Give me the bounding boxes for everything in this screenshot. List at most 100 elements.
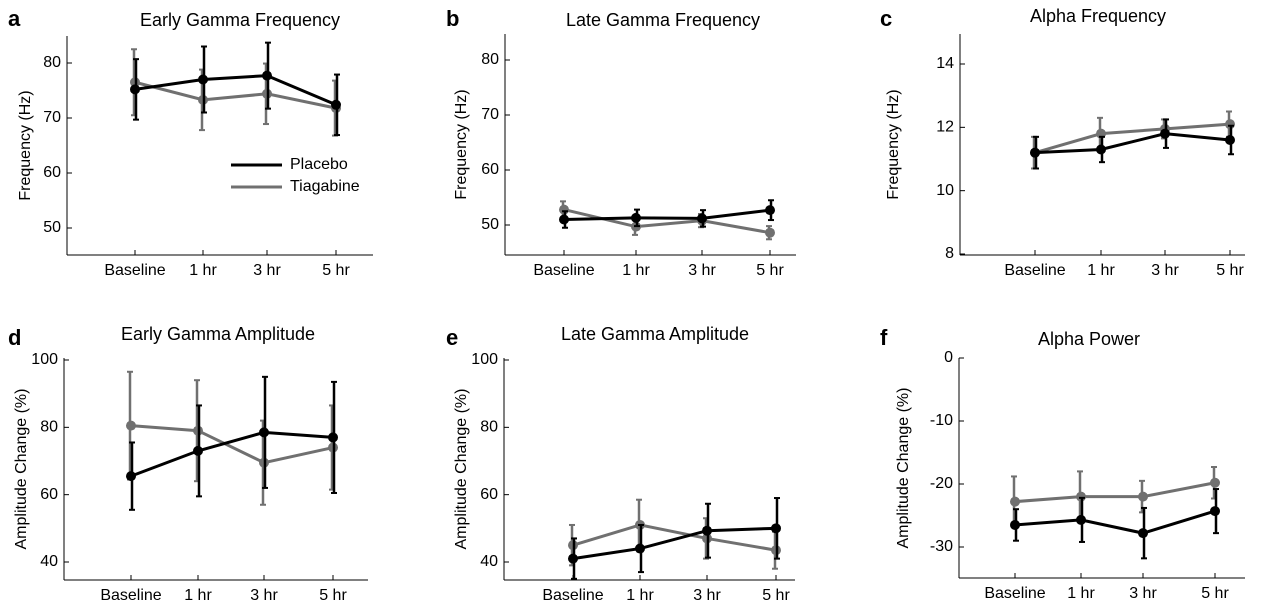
series-tiagabine <box>1030 110 1235 170</box>
data-point <box>1210 477 1220 488</box>
data-point <box>193 445 203 456</box>
x-tick-label: Baseline <box>533 262 594 279</box>
data-point <box>635 543 645 554</box>
x-tick-label: Baseline <box>542 587 603 604</box>
chart-title: Late Gamma Amplitude <box>561 324 749 344</box>
y-axis-label: Frequency (Hz) <box>17 90 34 200</box>
data-point <box>262 70 272 81</box>
y-tick-label: 80 <box>481 51 499 68</box>
x-tick-label: 5 hr <box>1216 262 1244 279</box>
x-tick-label: Baseline <box>984 585 1045 602</box>
x-tick-label: 3 hr <box>688 262 716 279</box>
chart-title: Alpha Frequency <box>1030 6 1166 26</box>
x-tick-label: 3 hr <box>693 587 721 604</box>
y-tick-label: 100 <box>471 351 498 368</box>
y-tick-label: 70 <box>481 106 499 123</box>
series-placebo <box>568 497 781 580</box>
x-tick-label: 3 hr <box>1129 585 1157 602</box>
x-tick-label: 5 hr <box>319 587 347 604</box>
data-point <box>1138 528 1148 539</box>
data-point <box>126 471 136 482</box>
y-tick-label: 70 <box>43 109 61 126</box>
data-point <box>259 427 269 438</box>
y-axis-label: Amplitude Change (%) <box>13 389 30 550</box>
data-point <box>126 420 136 431</box>
panel-letter: b <box>446 6 459 31</box>
y-tick-label: -10 <box>930 412 953 429</box>
data-point <box>697 213 707 224</box>
series-line <box>1014 481 1216 504</box>
y-tick-label: 40 <box>40 553 58 570</box>
x-tick-label: 1 hr <box>622 262 650 279</box>
data-point <box>1076 514 1086 525</box>
data-point <box>328 432 338 443</box>
legend-label: Tiagabine <box>290 178 360 195</box>
panel-e: e Late Gamma Amplitude Amplitude Change (%… <box>446 324 795 604</box>
data-point <box>130 84 140 95</box>
chart-title: Alpha Power <box>1038 329 1140 349</box>
series-line <box>563 208 771 221</box>
data-point <box>1210 506 1220 517</box>
y-axis-label: Amplitude Change (%) <box>453 389 470 550</box>
y-tick-label: 14 <box>936 55 954 72</box>
y-axis-label: Amplitude Change (%) <box>895 388 912 549</box>
y-tick-label: 40 <box>480 553 498 570</box>
y-tick-label: 0 <box>944 349 953 366</box>
data-point <box>765 227 775 238</box>
data-point <box>1160 128 1170 139</box>
series-placebo <box>130 41 341 137</box>
x-tick-label: 1 hr <box>1067 585 1095 602</box>
data-point <box>702 525 712 536</box>
panel-b: b Late Gamma Frequency Frequency (Hz) 80 70 6… <box>446 6 796 279</box>
data-point <box>771 523 781 534</box>
y-axis-label: Frequency (Hz) <box>453 89 470 199</box>
panel-letter: d <box>8 325 21 350</box>
y-axis-label: Frequency (Hz) <box>885 89 902 199</box>
data-point <box>1010 519 1020 530</box>
x-tick-label: 1 hr <box>184 587 212 604</box>
chart-title: Early Gamma Frequency <box>140 10 340 30</box>
x-tick-label: 1 hr <box>626 587 654 604</box>
series-line <box>572 523 777 552</box>
y-tick-label: 80 <box>480 419 498 436</box>
panel-c: c Alpha Frequency Frequency (Hz) 14 12 10 8 Bas… <box>880 6 1245 279</box>
legend: Placebo Tiagabine <box>231 156 360 195</box>
series-line <box>130 424 334 465</box>
panel-letter: a <box>8 6 21 31</box>
panel-letter: f <box>880 325 888 350</box>
x-tick-label: 5 hr <box>1201 585 1229 602</box>
series-line <box>1034 132 1231 155</box>
data-point <box>198 74 208 85</box>
y-tick-label: 80 <box>43 54 61 71</box>
x-tick-label: 5 hr <box>756 262 784 279</box>
chart-title: Early Gamma Amplitude <box>121 324 315 344</box>
y-tick-label: 60 <box>481 161 499 178</box>
x-tick-label: 3 hr <box>1151 262 1179 279</box>
data-point <box>1225 135 1235 145</box>
y-tick-label: 60 <box>40 486 58 503</box>
y-tick-label: 12 <box>936 119 954 136</box>
y-tick-label: -20 <box>930 475 953 492</box>
data-point <box>765 205 775 216</box>
data-point <box>1096 144 1106 155</box>
x-tick-label: 5 hr <box>762 587 790 604</box>
panel-a: a Early Gamma Frequency Frequency (Hz) 80 70… <box>8 6 373 279</box>
panel-letter: e <box>446 325 458 350</box>
y-tick-label: 50 <box>481 216 499 233</box>
y-tick-label: 60 <box>480 486 498 503</box>
x-tick-label: 3 hr <box>253 262 281 279</box>
series-placebo <box>1010 488 1220 560</box>
x-tick-label: 1 hr <box>189 262 217 279</box>
data-point <box>559 214 569 225</box>
panel-f: f Alpha Power Amplitude Change (%) 0 -10 -20 -… <box>880 325 1245 602</box>
series-line <box>134 74 337 107</box>
series-placebo <box>559 199 775 229</box>
y-tick-label: -30 <box>930 538 953 555</box>
panel-letter: c <box>880 6 892 31</box>
data-point <box>331 99 341 110</box>
data-point <box>568 553 578 564</box>
y-tick-label: 80 <box>40 419 58 436</box>
y-tick-label: 60 <box>43 164 61 181</box>
panel-d: d Early Gamma Amplitude Amplitude Change (… <box>8 324 368 604</box>
